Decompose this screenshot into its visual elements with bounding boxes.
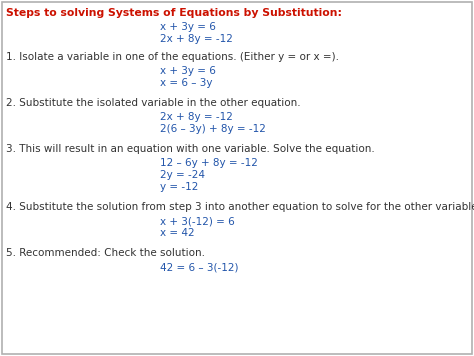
Text: 3. This will result in an equation with one variable. Solve the equation.: 3. This will result in an equation with … bbox=[6, 144, 375, 154]
Text: x + 3(-12) = 6: x + 3(-12) = 6 bbox=[160, 216, 235, 226]
Text: y = -12: y = -12 bbox=[160, 182, 199, 192]
Text: 2y = -24: 2y = -24 bbox=[160, 170, 205, 180]
Text: 5. Recommended: Check the solution.: 5. Recommended: Check the solution. bbox=[6, 248, 205, 258]
Text: x + 3y = 6: x + 3y = 6 bbox=[160, 66, 216, 76]
Text: x = 42: x = 42 bbox=[160, 228, 195, 238]
Text: x = 6 – 3y: x = 6 – 3y bbox=[160, 78, 212, 88]
Text: x + 3y = 6: x + 3y = 6 bbox=[160, 22, 216, 32]
Text: 2x + 8y = -12: 2x + 8y = -12 bbox=[160, 34, 233, 44]
Text: 2(6 – 3y) + 8y = -12: 2(6 – 3y) + 8y = -12 bbox=[160, 124, 266, 134]
Text: Steps to solving Systems of Equations by Substitution:: Steps to solving Systems of Equations by… bbox=[6, 8, 342, 18]
Text: 4. Substitute the solution from step 3 into another equation to solve for the ot: 4. Substitute the solution from step 3 i… bbox=[6, 202, 474, 212]
Text: 1. Isolate a variable in one of the equations. (Either y = or x =).: 1. Isolate a variable in one of the equa… bbox=[6, 52, 339, 62]
Text: 12 – 6y + 8y = -12: 12 – 6y + 8y = -12 bbox=[160, 158, 258, 168]
Text: 2x + 8y = -12: 2x + 8y = -12 bbox=[160, 112, 233, 122]
Text: 42 = 6 – 3(-12): 42 = 6 – 3(-12) bbox=[160, 262, 238, 272]
Text: 2. Substitute the isolated variable in the other equation.: 2. Substitute the isolated variable in t… bbox=[6, 98, 301, 108]
